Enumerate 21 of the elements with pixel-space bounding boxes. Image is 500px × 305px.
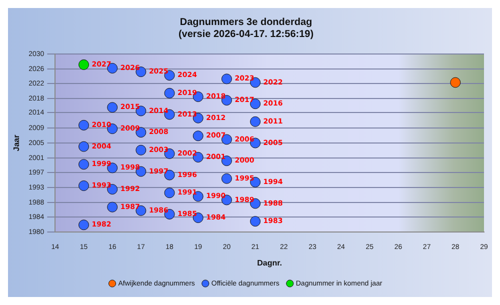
x-axis-title: Dagnr. bbox=[257, 258, 282, 268]
chart-title: Dagnummers 3e donderdag bbox=[180, 16, 312, 28]
point bbox=[78, 180, 90, 191]
point bbox=[78, 159, 90, 170]
point bbox=[136, 144, 146, 156]
point bbox=[450, 77, 461, 88]
point bbox=[164, 188, 175, 198]
chart-subtitle: (versie 2026-04-17. 12:56:19) bbox=[178, 28, 314, 40]
point bbox=[192, 130, 204, 142]
point bbox=[250, 216, 261, 227]
point bbox=[221, 74, 232, 84]
point bbox=[78, 141, 90, 152]
point bbox=[221, 173, 232, 184]
point bbox=[78, 59, 90, 70]
point bbox=[164, 88, 175, 98]
y-axis-title: Jaar bbox=[12, 134, 22, 152]
point bbox=[78, 120, 90, 130]
point bbox=[250, 116, 261, 127]
point bbox=[107, 202, 118, 212]
point bbox=[107, 102, 118, 113]
point bbox=[78, 220, 90, 230]
